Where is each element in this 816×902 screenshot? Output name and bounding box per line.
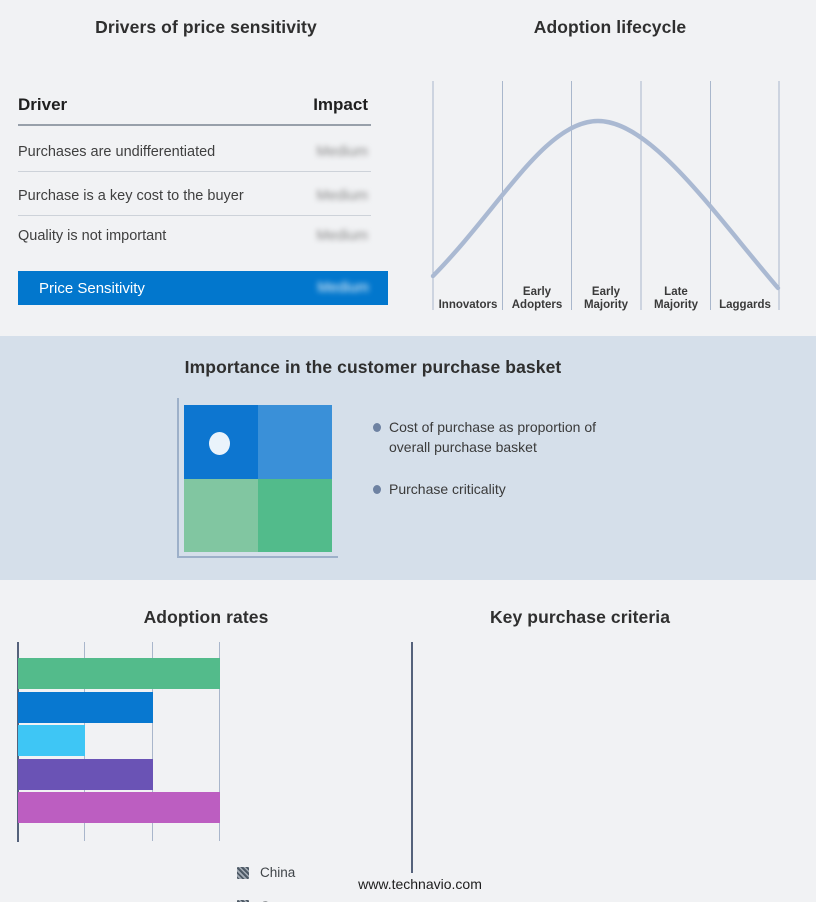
- legend-item-china: China: [237, 857, 295, 888]
- legend-label: China: [260, 865, 296, 880]
- stage-label-early-majority: Early Majority: [583, 286, 629, 311]
- purchase-criteria-axis: [410, 642, 413, 873]
- quadrant-x-axis: [177, 556, 338, 558]
- stage-label-early-adopters: Early Adopters: [511, 286, 563, 311]
- table-row-impact-obscured: Medium: [316, 144, 368, 160]
- bullet-text: Cost of purchase as proportion of overal…: [389, 419, 597, 455]
- bullet-text: Purchase criticality: [389, 481, 506, 497]
- lifecycle-chart: Innovators Early Adopters Early Majority…: [425, 80, 785, 312]
- table-row-driver: Purchases are undifferentiated: [18, 144, 216, 160]
- table-row-impact-obscured: Medium: [316, 228, 368, 244]
- column-header-driver: Driver: [18, 95, 68, 114]
- table-row-driver: Purchase is a key cost to the buyer: [18, 188, 244, 204]
- bullet-item: Purchase criticality: [373, 480, 634, 500]
- legend-label: Germany: [260, 899, 316, 902]
- bar-china: [18, 658, 220, 689]
- bar-uk: [18, 758, 153, 790]
- position-marker-dot: [209, 432, 230, 455]
- row-separator: [18, 171, 371, 172]
- quadrant-top-right: [258, 405, 332, 479]
- row-separator: [18, 215, 371, 216]
- table-row-impact-obscured: Medium: [316, 188, 368, 204]
- adoption-rates-axis: [16, 642, 19, 842]
- stage-label-laggards: Laggards: [719, 299, 771, 311]
- adoption-rates-legend: ChinaGermanyIndiaUKUS: [237, 857, 407, 902]
- gridline: [219, 642, 220, 841]
- highlight-row-label: Price Sensitivity: [39, 279, 145, 297]
- bar-us: [18, 792, 220, 823]
- basket-title: Importance in the customer purchase bask…: [184, 357, 562, 377]
- purchase-criteria-title: Key purchase criteria: [489, 607, 671, 627]
- lifecycle-curve-svg: [430, 81, 781, 310]
- bullet-icon: [373, 485, 381, 494]
- header-rule: [18, 124, 371, 126]
- highlight-row-impact-obscured: Medium: [317, 280, 369, 296]
- purchase-basket-quadrant: [184, 405, 332, 552]
- lifecycle-title: Adoption lifecycle: [533, 17, 687, 37]
- stage-label-innovators: Innovators: [438, 299, 498, 311]
- bar-india: [18, 725, 86, 756]
- drivers-table-header: Driver Impact: [18, 95, 368, 115]
- bullet-item: Cost of purchase as proportion of overal…: [373, 418, 634, 457]
- hatched-swatch-icon: [237, 866, 249, 879]
- bullet-icon: [373, 423, 381, 432]
- table-row-driver: Quality is not important: [18, 228, 167, 244]
- column-header-impact: Impact: [313, 95, 368, 114]
- quadrant-bottom-right: [258, 478, 332, 552]
- adoption-rates-chart: [18, 642, 220, 841]
- quadrant-bottom-left: [184, 478, 258, 552]
- bell-curve: [430, 118, 781, 291]
- footer-website-link[interactable]: www.technavio.com: [358, 876, 482, 892]
- drivers-title: Drivers of price sensitivity: [95, 17, 317, 37]
- price-sensitivity-highlight-row: Price Sensitivity Medium: [18, 271, 388, 305]
- quadrant-y-axis: [177, 398, 179, 557]
- bar-germany: [18, 691, 153, 723]
- basket-bullet-list: Cost of purchase as proportion of overal…: [373, 418, 634, 500]
- gridline: [151, 642, 153, 841]
- stage-label-late-majority: Late Majority: [653, 286, 699, 311]
- hatched-swatch-icon: [237, 900, 249, 902]
- legend-item-germany: Germany: [237, 891, 316, 902]
- purchase-basket-band: Importance in the customer purchase bask…: [0, 336, 816, 580]
- adoption-rates-title: Adoption rates: [143, 607, 269, 627]
